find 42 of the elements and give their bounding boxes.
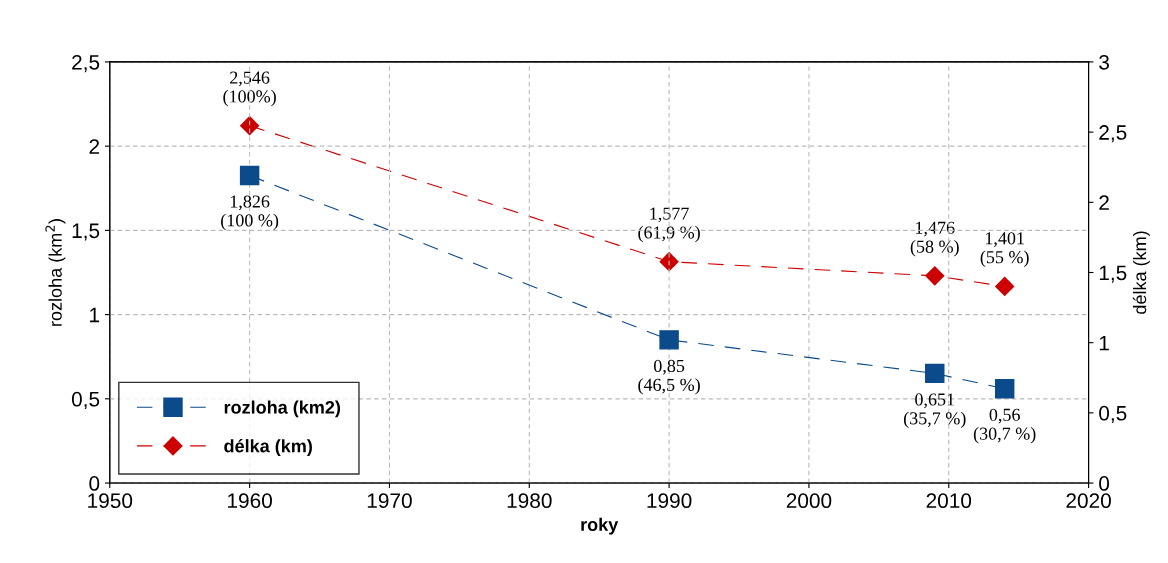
y2-tick-label: 2,5 [1099,125,1127,143]
data-label: 2,546 (100%) [223,71,276,107]
data-label: 1,577 (61,9 %) [638,207,700,243]
legend-label: rozloha (km2) [224,400,341,418]
y-tick-label: 0,5 [71,391,100,410]
data-label: 0,56 (30,7 %) [973,408,1036,444]
x-tick-label: 1960 [228,493,272,509]
data-label: 0,651 (35,7 %) [903,393,966,429]
legend-label: délka (km) [224,438,312,456]
x-tick-label: 2000 [786,493,832,509]
x-axis-title: roky [581,517,619,535]
point [995,276,1015,296]
y-tick-label: 2,5 [72,54,100,73]
y2-tick-label: 3 [1099,54,1109,70]
y2-tick-label: 0,5 [1099,405,1127,424]
point [925,363,945,384]
point [240,116,260,136]
y2-tick-label: 0 [1099,476,1110,491]
y-axis-title: rozloha (km$^{2}$) [45,219,66,326]
x-tick-label: 2020 [1066,493,1111,509]
data-label: 1,401 (55 %) [980,232,1029,267]
x-tick-label: 1950 [88,493,133,509]
point [659,252,679,272]
y-tick-label: 0 [89,476,100,491]
x-tick-label: 1990 [647,493,692,509]
x-tick-label: 2010 [926,493,972,509]
y2-tick-label: 2 [1099,195,1109,210]
y2-tick-label: 1 [1099,335,1109,351]
x-tick-label: 1980 [507,493,552,509]
point [239,165,260,186]
y-tick-label: 1,5 [72,223,100,241]
point [994,378,1015,399]
data-label: 0,85 (46,5 %) [638,359,700,395]
x-tick-label: 1970 [367,493,412,509]
point [659,330,679,350]
y-tick-label: 2 [89,139,100,154]
data-label: 1,826 (100 %) [221,195,279,231]
point [925,266,945,286]
y2-tick-label: 1,5 [1099,265,1127,283]
data-label: 1,476 (58 %) [910,221,959,257]
y-tick-label: 1 [90,307,100,323]
y2-axis-title: délka (km) [1132,231,1150,314]
